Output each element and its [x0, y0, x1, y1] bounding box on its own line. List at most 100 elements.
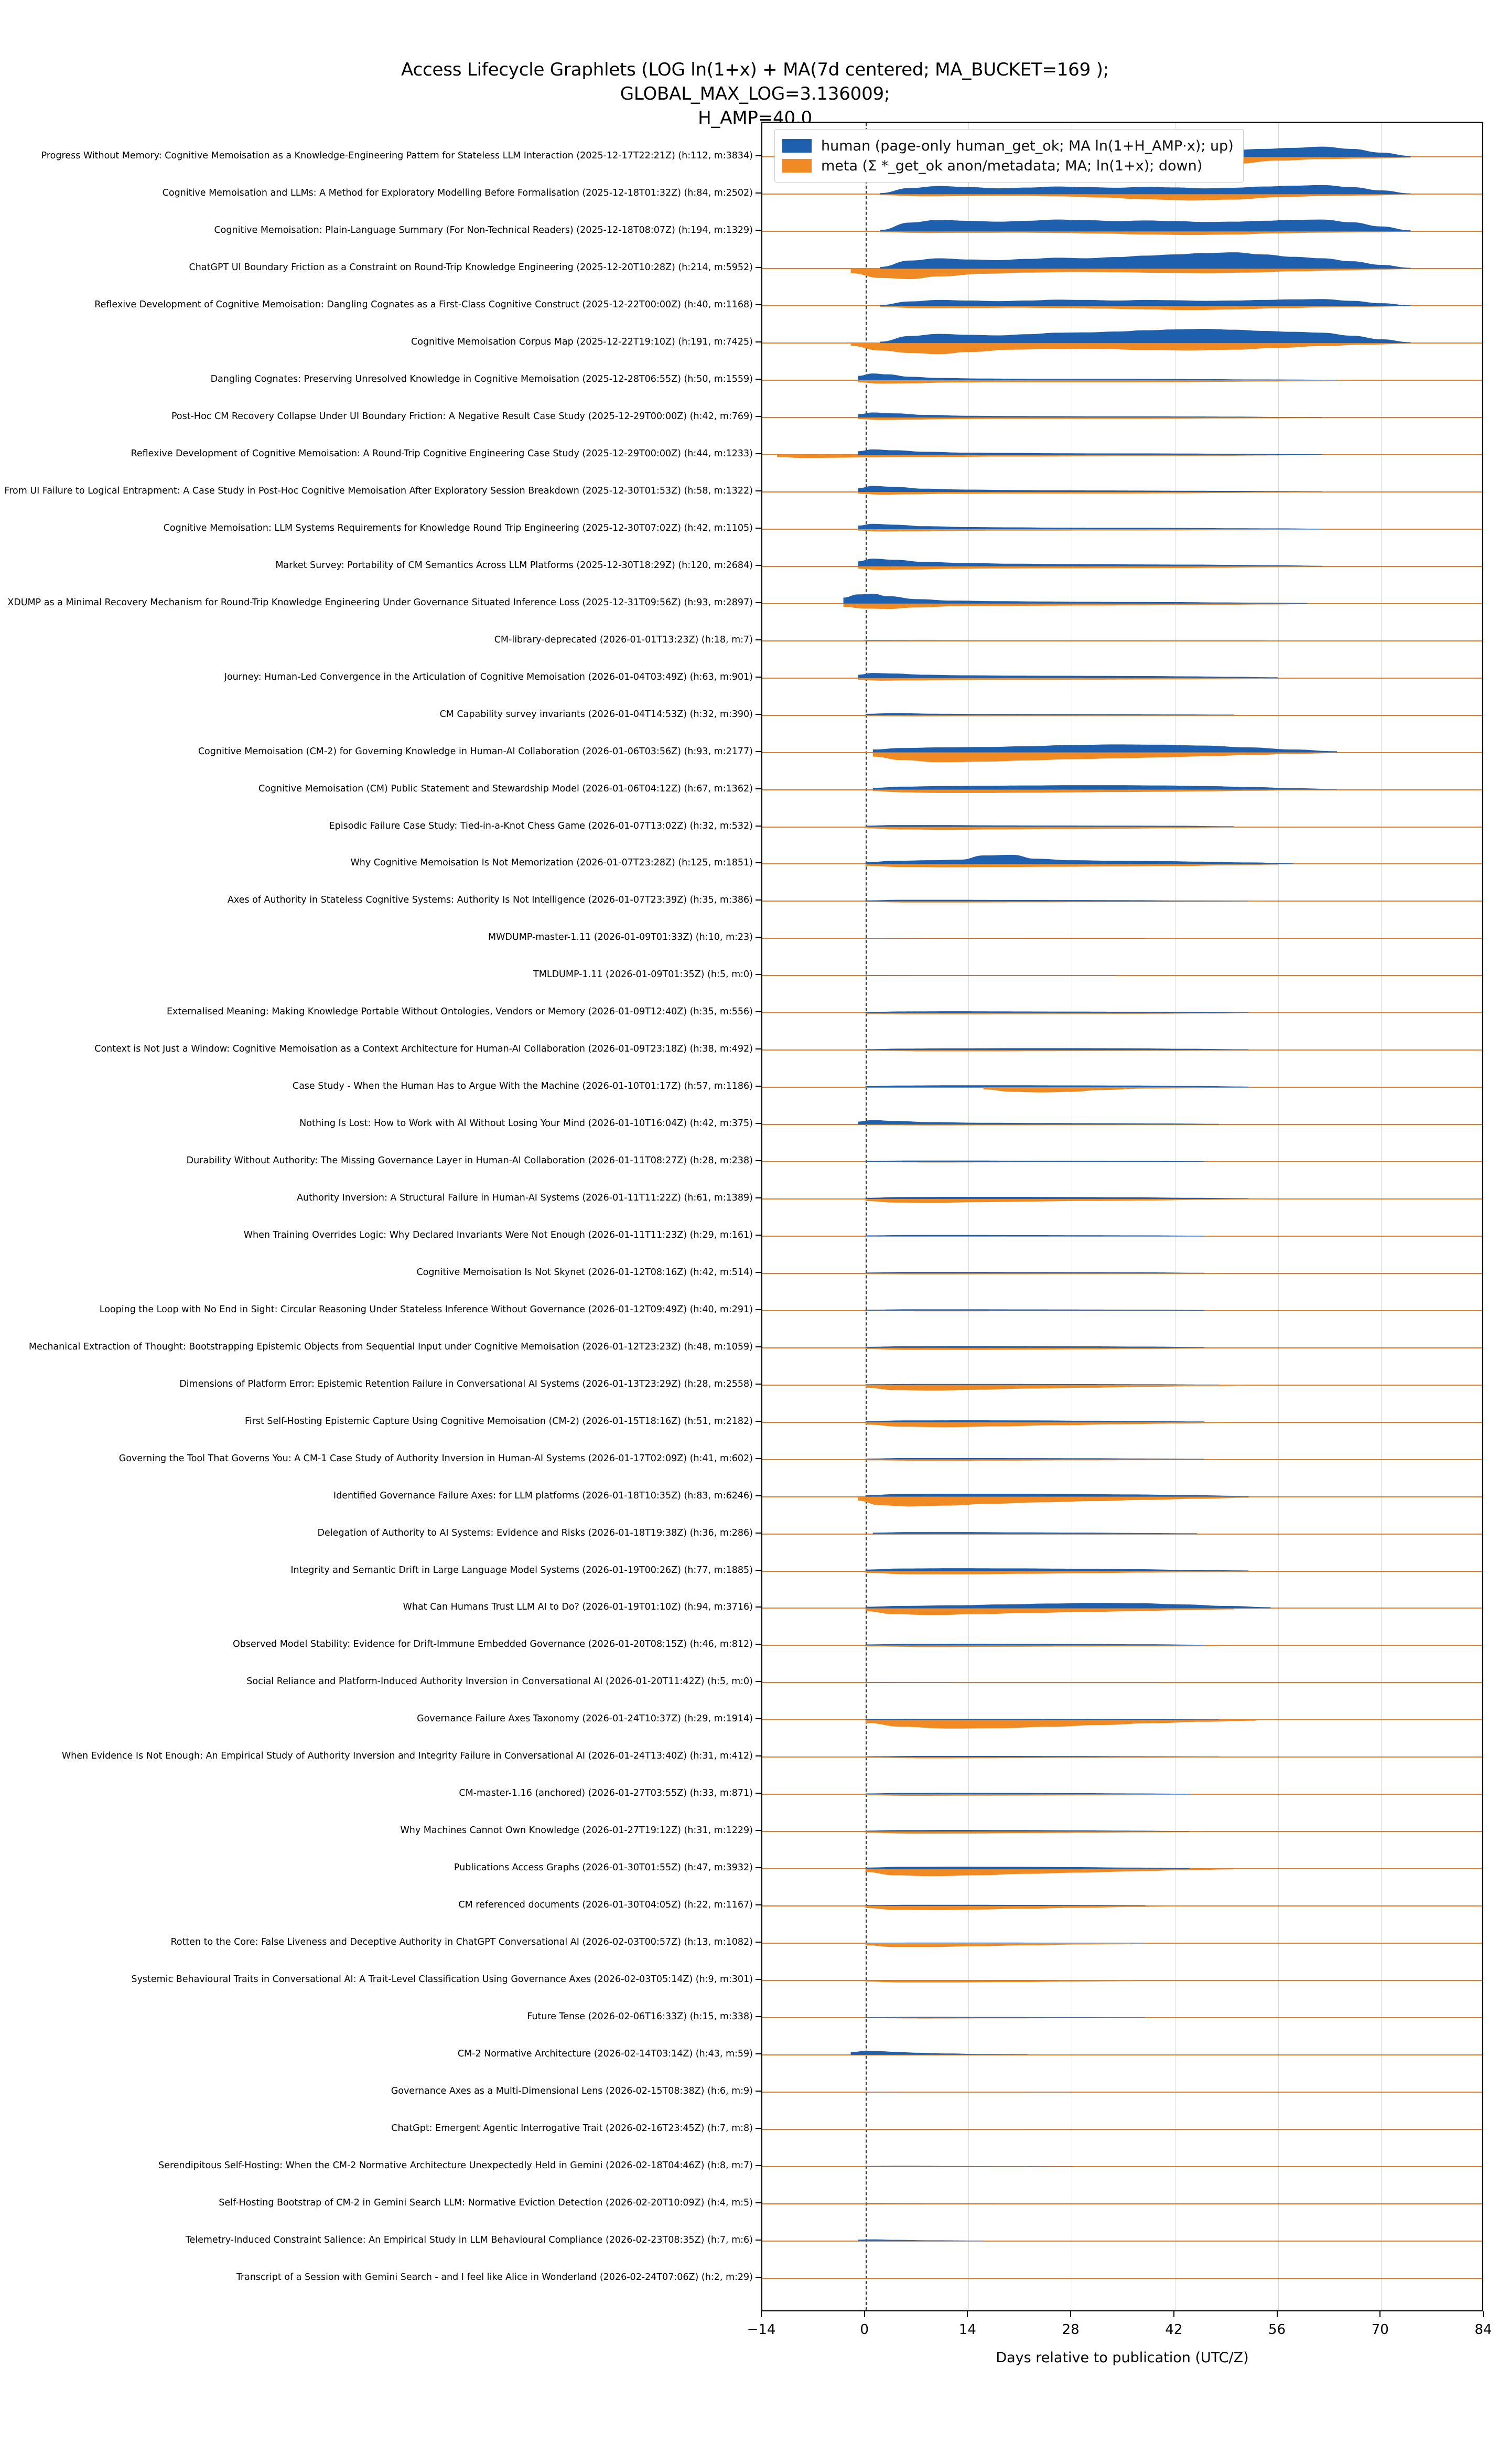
y-tick-mark: [756, 713, 761, 715]
series-graphlet: [865, 1942, 1146, 1947]
series-baseline: [762, 826, 1482, 828]
x-tick-label: 28: [1062, 2322, 1080, 2338]
legend-swatch-human: [782, 139, 812, 153]
y-tick-mark: [756, 1048, 761, 1050]
y-tick-mark: [756, 453, 761, 455]
row-label: Authority Inversion: A Structural Failur…: [297, 1193, 753, 1204]
row-label: Self-Hosting Bootstrap of CM-2 in Gemini…: [219, 2197, 753, 2208]
series-graphlet: [865, 1346, 1205, 1350]
y-tick-mark: [756, 1606, 761, 1608]
human-area: [865, 854, 1293, 864]
row-label: Axes of Authority in Stateless Cognitive…: [227, 895, 753, 906]
series-graphlet: [865, 1160, 1220, 1163]
series-baseline: [762, 975, 1482, 977]
row-label: Episodic Failure Case Study: Tied-in-a-K…: [329, 820, 753, 831]
series-baseline: [762, 2166, 1482, 2167]
y-tick-mark: [756, 676, 761, 678]
row-label: Cognitive Memoisation Corpus Map (2025-1…: [411, 337, 753, 348]
x-tick-mark: [1173, 2311, 1174, 2317]
y-tick-mark: [756, 155, 761, 157]
y-tick-mark: [756, 416, 761, 417]
meta-area: [865, 1720, 1256, 1729]
series-graphlet: [865, 1309, 1205, 1312]
human-area: [880, 185, 1411, 195]
series-baseline: [762, 677, 1482, 679]
meta-area: [843, 603, 1308, 609]
series-baseline: [762, 1831, 1482, 1833]
meta-area: [858, 1496, 1249, 1507]
x-axis-title: Days relative to publication (UTC/Z): [996, 2350, 1249, 2366]
series-baseline: [762, 2128, 1482, 2130]
series-baseline: [762, 752, 1482, 753]
human-area: [880, 328, 1411, 344]
series-graphlet: [843, 594, 1308, 609]
y-tick-mark: [756, 2053, 761, 2054]
row-label: CM-master-1.16 (anchored) (2026-01-27T03…: [459, 1788, 753, 1799]
row-label: Identified Governance Failure Axes: for …: [333, 1490, 753, 1501]
series-graphlet: [865, 2166, 1072, 2167]
series-graphlet: [850, 252, 1411, 280]
y-tick-mark: [756, 1978, 761, 1980]
series-graphlet: [865, 1235, 1205, 1237]
y-tick-mark: [756, 602, 761, 603]
series-baseline: [762, 1794, 1482, 1795]
x-tick-mark: [1276, 2311, 1278, 2317]
row-label: MWDUMP-master-1.11 (2026-01-09T01:33Z) (…: [488, 932, 753, 943]
row-label: Dangling Cognates: Preserving Unresolved…: [210, 374, 753, 385]
row-label: Externalised Meaning: Making Knowledge P…: [167, 1006, 753, 1017]
y-tick-mark: [756, 2165, 761, 2166]
series-graphlet: [865, 713, 1264, 716]
x-tick-label: 56: [1268, 2322, 1286, 2338]
series-baseline: [762, 1682, 1482, 1684]
row-label: Dimensions of Platform Error: Epistemic …: [179, 1378, 753, 1389]
row-label: When Evidence Is Not Enough: An Empirica…: [61, 1751, 753, 1762]
series-baseline: [762, 528, 1482, 530]
y-tick-mark: [756, 1495, 761, 1496]
series-graphlet: [865, 1011, 1264, 1015]
row-label: Governing the Tool That Governs You: A C…: [118, 1453, 753, 1464]
series-baseline: [762, 2017, 1482, 2018]
row-label: Cognitive Memoisation and LLMs: A Method…: [162, 188, 753, 199]
meta-area: [872, 752, 1337, 763]
y-tick-mark: [756, 1569, 761, 1571]
meta-area: [983, 1087, 1205, 1092]
meta-area: [880, 194, 1411, 201]
series-baseline: [762, 640, 1482, 641]
row-label: Market Survey: Portability of CM Semanti…: [275, 560, 753, 571]
series-baseline: [762, 789, 1482, 790]
legend-item-human: human (page-only human_get_ok; MA ln(1+H…: [782, 136, 1234, 156]
chart-legend: human (page-only human_get_ok; MA ln(1+H…: [774, 129, 1244, 183]
row-label: ChatGPT UI Boundary Friction as a Constr…: [189, 262, 753, 273]
series-graphlet: [865, 1755, 1220, 1759]
row-label: Rotten to the Core: False Liveness and D…: [170, 1936, 753, 1947]
series-graphlet: [865, 1867, 1234, 1877]
y-tick-mark: [756, 1755, 761, 1757]
series-graphlet: [858, 2239, 984, 2241]
series-graphlet: [865, 1904, 1182, 1910]
row-label: XDUMP as a Minimal Recovery Mechanism fo…: [7, 597, 753, 608]
legend-item-meta: meta (Σ *_get_ok anon/metadata; MA; ln(1…: [782, 156, 1234, 176]
series-baseline: [762, 1496, 1482, 1497]
y-tick-mark: [756, 2276, 761, 2278]
series-baseline: [762, 901, 1482, 902]
meta-area: [858, 566, 1308, 570]
human-area: [880, 219, 1411, 232]
series-baseline: [762, 491, 1482, 492]
series-graphlet: [865, 1197, 1264, 1203]
meta-area: [880, 306, 1411, 310]
series-graphlet: [865, 1830, 1205, 1834]
series-graphlet: [858, 523, 1322, 532]
series-graphlet: [865, 2129, 1072, 2130]
series-baseline: [762, 380, 1482, 381]
row-label: ChatGpt: Emergent Agentic Interrogative …: [391, 2123, 753, 2134]
y-tick-mark: [756, 267, 761, 269]
series-baseline: [762, 714, 1482, 716]
series-graphlet: [865, 2017, 1146, 2019]
y-tick-mark: [756, 974, 761, 976]
row-label: Cognitive Memoisation (CM) Public Statem…: [258, 783, 753, 794]
series-baseline: [762, 1719, 1482, 1721]
row-label: Durability Without Authority: The Missin…: [186, 1155, 753, 1166]
row-label: Case Study - When the Human Has to Argue…: [292, 1081, 753, 1092]
y-tick-mark: [756, 1383, 761, 1385]
gridline-x: [1278, 123, 1279, 2310]
